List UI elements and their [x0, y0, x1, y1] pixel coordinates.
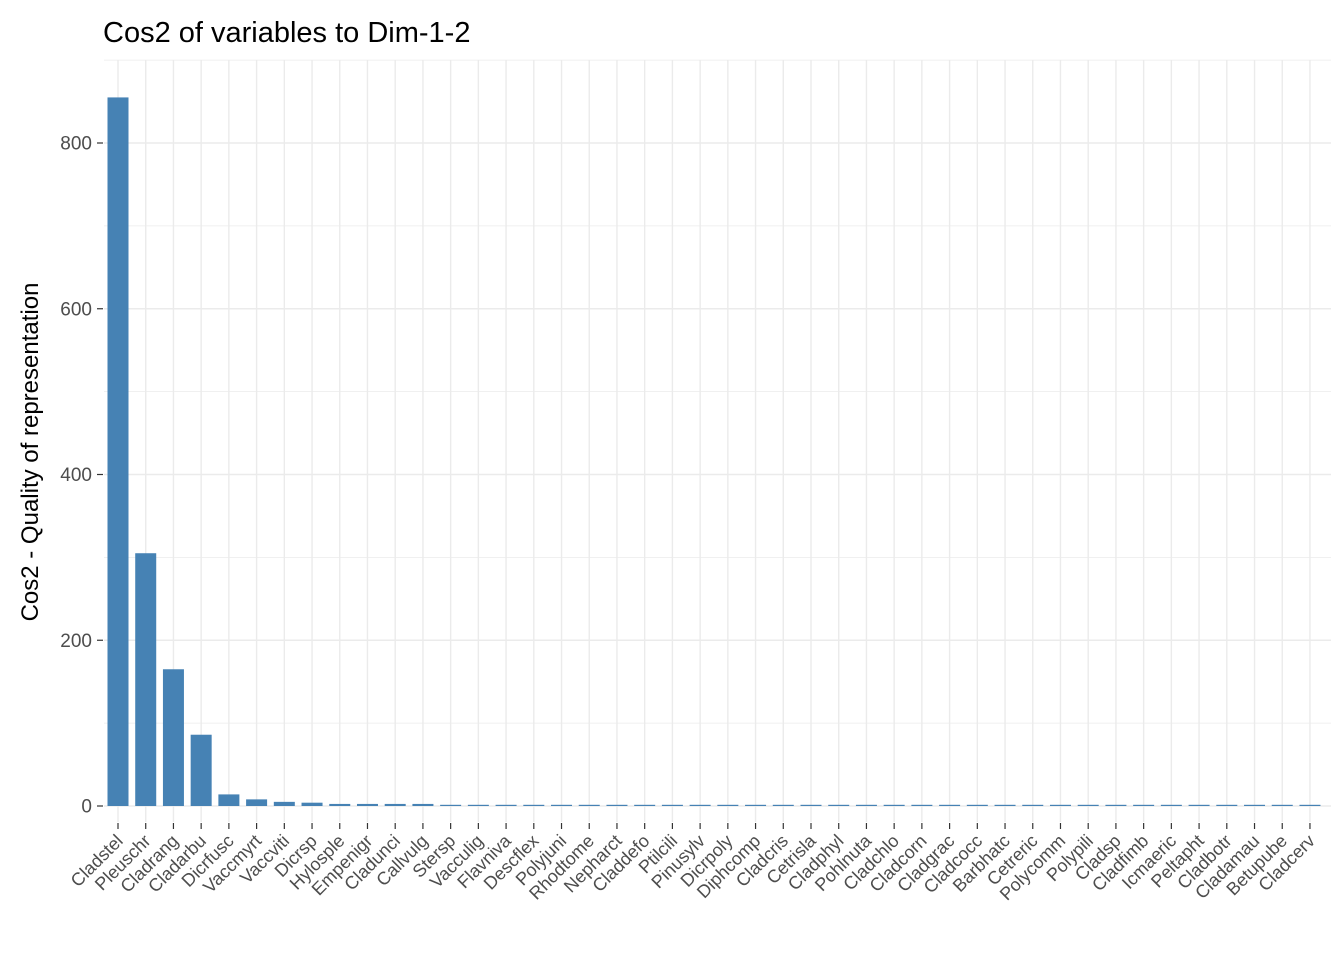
bar: [135, 553, 157, 806]
bar: [1049, 804, 1071, 806]
x-axis-ticks: CladstelPleuschrCladrangCladarbuDicrfusc…: [67, 823, 1319, 904]
bar: [855, 804, 877, 806]
bars: [107, 97, 1321, 806]
bar: [523, 804, 545, 806]
bar: [384, 803, 406, 806]
bar: [911, 804, 933, 806]
bar: [994, 804, 1016, 806]
y-tick-label: 800: [60, 134, 92, 155]
bar: [356, 803, 378, 806]
bar: [1105, 804, 1127, 806]
bar: [1077, 804, 1099, 806]
bar: [218, 794, 240, 806]
bar: [772, 804, 794, 806]
bar: [1216, 804, 1238, 806]
bar: [966, 804, 988, 806]
bar: [634, 804, 656, 806]
bar: [1299, 804, 1321, 806]
bar: [1022, 804, 1044, 806]
bar: [1133, 804, 1155, 806]
bar: [273, 801, 295, 806]
chart-title: Cos2 of variables to Dim-1-2: [103, 17, 470, 49]
bar: [495, 804, 517, 806]
bar: [162, 669, 184, 806]
y-tick-label: 600: [60, 299, 92, 320]
bar: [190, 734, 212, 806]
bar: [1188, 804, 1210, 806]
bar: [301, 802, 323, 806]
bar: [329, 803, 351, 806]
grid-lines: [104, 59, 1331, 822]
bar: [412, 803, 434, 806]
y-tick-label: 0: [81, 797, 92, 818]
bar: [578, 804, 600, 806]
bar: [606, 804, 628, 806]
bar: [1244, 804, 1266, 806]
bar: [717, 804, 739, 806]
y-axis-ticks: 0 200 400 600 800: [60, 134, 103, 818]
bar: [1271, 804, 1293, 806]
bar: [467, 804, 489, 806]
bar: [745, 804, 767, 806]
bar: [661, 804, 683, 806]
bar: [246, 799, 268, 806]
bar: [939, 804, 961, 806]
bar: [689, 804, 711, 806]
bar: [883, 804, 905, 806]
bar: [800, 804, 822, 806]
bar: [828, 804, 850, 806]
bar: [440, 804, 462, 806]
y-axis-label: Cos2 - Quality of representation: [17, 283, 44, 622]
bar: [551, 804, 573, 806]
bar: [1160, 804, 1182, 806]
y-tick-label: 200: [60, 631, 92, 652]
y-tick-label: 400: [60, 465, 92, 486]
bar: [107, 97, 129, 806]
